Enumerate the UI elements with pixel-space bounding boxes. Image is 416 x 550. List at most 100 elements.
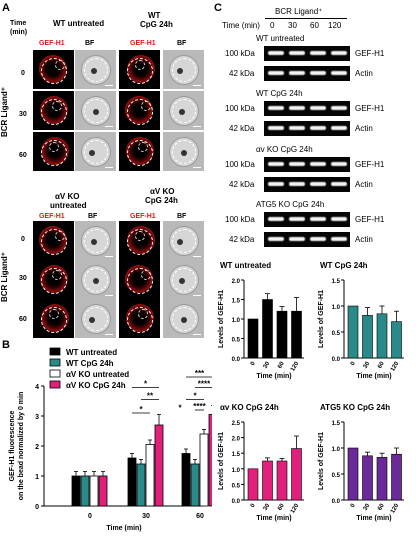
- bead-outline: [84, 58, 108, 82]
- band: [268, 51, 284, 55]
- blot-label-actin: Actin: [355, 69, 373, 78]
- bottom-time-0: 0: [21, 236, 25, 243]
- bead: [179, 109, 185, 115]
- scale-bar: [193, 256, 201, 257]
- scale-bar: [105, 126, 113, 127]
- x-axis-label: Time (min): [356, 515, 391, 522]
- bead-outline: [172, 307, 196, 331]
- bead-outline: [41, 99, 67, 125]
- bf-image: [75, 299, 116, 338]
- bead-marker: [52, 101, 62, 111]
- top-row-axis-label: BCR Ligand⁺: [0, 87, 9, 137]
- y-axis-label-line1: GEF-H1 fluorescence: [9, 410, 16, 481]
- gef-h1-image: [119, 221, 160, 260]
- bead-outline: [84, 99, 108, 123]
- band: [310, 71, 326, 75]
- band: [310, 51, 326, 55]
- time-header-a-line1: Time: [10, 20, 27, 27]
- x-tick-label: 0: [88, 513, 92, 520]
- gef-h1-image: [119, 50, 160, 89]
- bead-outline: [127, 140, 153, 166]
- top-col2-title-line2: CpG 24h: [140, 20, 173, 29]
- x-tick-label: 30: [263, 502, 272, 511]
- bf-image: [75, 260, 116, 299]
- band: [289, 237, 305, 241]
- bottom-time-60: 60: [19, 316, 27, 323]
- bf-image: [163, 221, 204, 260]
- bead-marker: [135, 60, 145, 70]
- band: [310, 217, 326, 221]
- blot-strip-actin: [264, 232, 350, 247]
- bead-marker: [141, 101, 151, 111]
- bead-outline: [84, 140, 108, 164]
- bottom-gef-label-2: GEF-H1: [130, 213, 156, 220]
- blot-title: ATG5 KO CpG 24h: [256, 200, 325, 209]
- bead-marker: [52, 270, 62, 280]
- legend-swatch: [49, 380, 61, 389]
- band: [331, 51, 347, 55]
- bead: [93, 278, 99, 284]
- bead-outline: [127, 58, 153, 84]
- panel-label-a: A: [2, 2, 10, 14]
- bar: [98, 475, 108, 507]
- blot-label-actin: Actin: [355, 180, 373, 189]
- band: [289, 71, 305, 75]
- blot-strip-gef: [264, 157, 350, 172]
- bf-image: [163, 260, 204, 299]
- bead-outline: [41, 229, 67, 255]
- bead: [89, 317, 95, 323]
- bead: [177, 68, 183, 74]
- band: [289, 126, 305, 130]
- bar: [127, 457, 137, 507]
- panel-label-b: B: [2, 339, 10, 351]
- x-tick-label: 60: [377, 502, 386, 511]
- bead-marker: [141, 270, 151, 280]
- y-axis-label: Levels of GEF-H1: [218, 290, 225, 348]
- band: [310, 162, 326, 166]
- y-tick-label: 2.0: [232, 279, 241, 285]
- blot-time-60: 60: [310, 21, 319, 30]
- y-tick-label: 0.0: [232, 499, 241, 505]
- band: [331, 106, 347, 110]
- gef-h1-image: [119, 260, 160, 299]
- y-tick-label: 0.0: [332, 499, 341, 505]
- blot-label-gef: GEF-H1: [355, 104, 385, 113]
- legend-swatch: [49, 347, 61, 356]
- band: [289, 162, 305, 166]
- bar: [276, 460, 288, 501]
- top-time-0: 0: [21, 70, 25, 77]
- sig-stars: *: [178, 404, 182, 413]
- bead-marker: [138, 142, 148, 152]
- bottom-col2-title-line1: αV KO: [150, 187, 175, 196]
- bead-outline: [172, 229, 196, 253]
- ligand-header: BCR Ligand⁺: [275, 7, 323, 16]
- band: [310, 237, 326, 241]
- bottom-row-axis-label: BCR Ligand⁺: [0, 252, 9, 302]
- x-tick-label: 120: [390, 502, 401, 514]
- sig-stars: *: [144, 380, 148, 389]
- y-tick-label: 1.0: [232, 318, 241, 324]
- bead-marker: [55, 231, 65, 241]
- bead-marker: [138, 309, 148, 319]
- band: [268, 106, 284, 110]
- bead: [181, 317, 187, 323]
- sig-stars: *: [139, 405, 143, 414]
- bar: [362, 455, 373, 501]
- bead: [91, 239, 97, 245]
- blot-label-actin: Actin: [355, 235, 373, 244]
- y-axis-label-line2: on the bead normalized by 0 min: [18, 392, 25, 501]
- bar: [262, 299, 273, 359]
- band: [268, 126, 284, 130]
- top-bf-label-1: BF: [85, 40, 95, 47]
- bead-outline: [41, 58, 67, 84]
- kda-label-42: 42 kDa: [229, 180, 255, 189]
- band: [331, 162, 347, 166]
- sig-stars: ****: [198, 380, 211, 389]
- band: [310, 126, 326, 130]
- y-tick-label: 0.5: [332, 331, 341, 337]
- bead-outline: [84, 307, 108, 331]
- chart-wt-untreated: WT untreated 0.0 0.5 1.0 1.5 2.0 Levels of GEF…: [218, 261, 304, 380]
- bead-outline: [84, 268, 108, 292]
- bar: [391, 321, 402, 359]
- bead-outline: [84, 229, 108, 253]
